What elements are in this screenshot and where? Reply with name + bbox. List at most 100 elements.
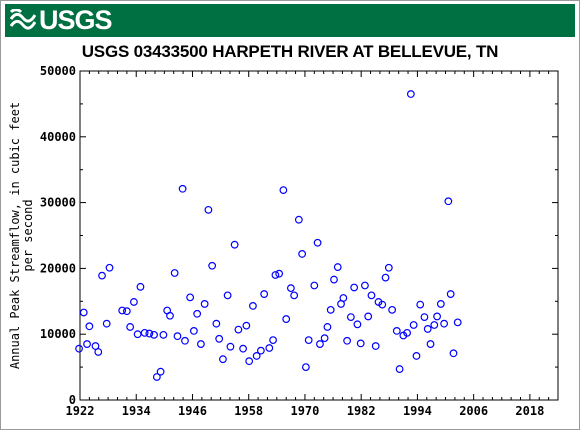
data-point xyxy=(234,325,243,334)
data-point xyxy=(275,269,284,278)
data-point xyxy=(189,327,198,335)
data-point xyxy=(378,300,387,309)
data-point xyxy=(186,293,195,302)
data-point xyxy=(156,367,165,376)
data-point xyxy=(215,334,224,343)
data-point xyxy=(126,323,135,331)
data-point xyxy=(430,321,439,329)
data-point xyxy=(326,305,335,314)
data-point xyxy=(105,263,114,272)
data-point xyxy=(346,313,355,321)
x-tick-label: 2006 xyxy=(459,404,488,418)
data-point xyxy=(384,263,393,272)
data-point xyxy=(364,312,373,321)
data-point xyxy=(260,290,269,298)
data-point xyxy=(178,184,187,193)
data-point xyxy=(85,322,94,331)
y-tick-label: 50000 xyxy=(40,64,76,78)
y-tick-label: 0 xyxy=(69,393,76,407)
x-tick-label: 1946 xyxy=(178,404,207,418)
data-points-layer xyxy=(75,90,462,381)
data-point xyxy=(406,90,415,98)
data-point xyxy=(313,238,322,247)
data-point xyxy=(323,323,332,331)
data-point xyxy=(420,313,429,321)
data-point xyxy=(444,197,453,206)
x-tick-label: 1994 xyxy=(403,404,432,418)
data-point xyxy=(242,321,251,330)
data-point xyxy=(145,329,154,338)
data-point xyxy=(286,284,295,293)
data-point xyxy=(140,328,149,337)
data-point xyxy=(395,365,404,373)
data-point xyxy=(98,271,106,280)
data-point xyxy=(343,336,352,345)
data-point xyxy=(412,352,421,360)
data-point xyxy=(271,271,280,279)
data-point xyxy=(409,321,418,329)
data-point xyxy=(129,298,138,306)
data-point xyxy=(356,339,365,348)
data-point xyxy=(330,275,338,284)
data-point xyxy=(212,319,221,328)
x-tick-label: 1970 xyxy=(290,404,319,418)
data-point xyxy=(403,328,412,337)
data-point xyxy=(290,291,299,300)
data-point xyxy=(79,308,88,317)
usgs-logo-text: USGS xyxy=(39,5,113,35)
data-point xyxy=(265,344,274,352)
data-point xyxy=(136,282,145,291)
y-tick-label: 10000 xyxy=(40,327,76,341)
data-point xyxy=(371,342,380,350)
data-point xyxy=(159,330,168,339)
x-tick-label: 1958 xyxy=(234,404,263,418)
chart-title: USGS 03433500 HARPETH RIVER AT BELLEVUE,… xyxy=(81,42,499,61)
data-point xyxy=(301,363,310,372)
y-tick-label: 40000 xyxy=(40,130,76,144)
data-point xyxy=(193,309,202,318)
data-point xyxy=(446,290,455,298)
x-tick-label: 2018 xyxy=(515,404,544,418)
data-point xyxy=(304,336,313,345)
y-axis-label: Annual Peak Streamflow, in cubic feetper… xyxy=(8,102,35,369)
data-point xyxy=(392,327,401,335)
data-point xyxy=(75,344,83,353)
data-point xyxy=(252,352,261,360)
data-point xyxy=(245,357,254,366)
data-point xyxy=(226,342,235,351)
y-tick-label: 20000 xyxy=(40,261,76,275)
data-point xyxy=(269,336,277,345)
data-point xyxy=(256,346,265,355)
data-point xyxy=(310,281,319,290)
data-point xyxy=(426,340,435,348)
data-point xyxy=(118,306,127,315)
data-point xyxy=(333,263,342,271)
data-point xyxy=(449,349,458,358)
data-point xyxy=(173,332,182,341)
data-point xyxy=(453,318,462,327)
plot-area xyxy=(79,70,559,401)
data-point xyxy=(294,215,303,224)
data-point xyxy=(249,302,257,310)
data-point xyxy=(279,186,288,194)
data-point xyxy=(423,325,432,333)
data-point xyxy=(204,205,213,214)
data-point xyxy=(166,311,174,320)
data-point xyxy=(316,340,324,348)
data-point xyxy=(170,269,179,277)
usgs-wave-icon xyxy=(10,9,36,30)
data-point xyxy=(223,291,232,300)
data-point xyxy=(219,355,227,364)
data-point xyxy=(282,315,291,323)
data-point xyxy=(239,344,247,353)
data-point xyxy=(181,336,189,345)
data-point xyxy=(381,273,390,282)
data-point xyxy=(102,319,111,328)
data-point xyxy=(152,373,161,381)
x-tick-label: 1922 xyxy=(66,404,95,418)
usgs-banner: USGS xyxy=(5,4,575,37)
data-point xyxy=(122,307,131,316)
data-point xyxy=(353,320,362,329)
data-point xyxy=(388,305,397,314)
